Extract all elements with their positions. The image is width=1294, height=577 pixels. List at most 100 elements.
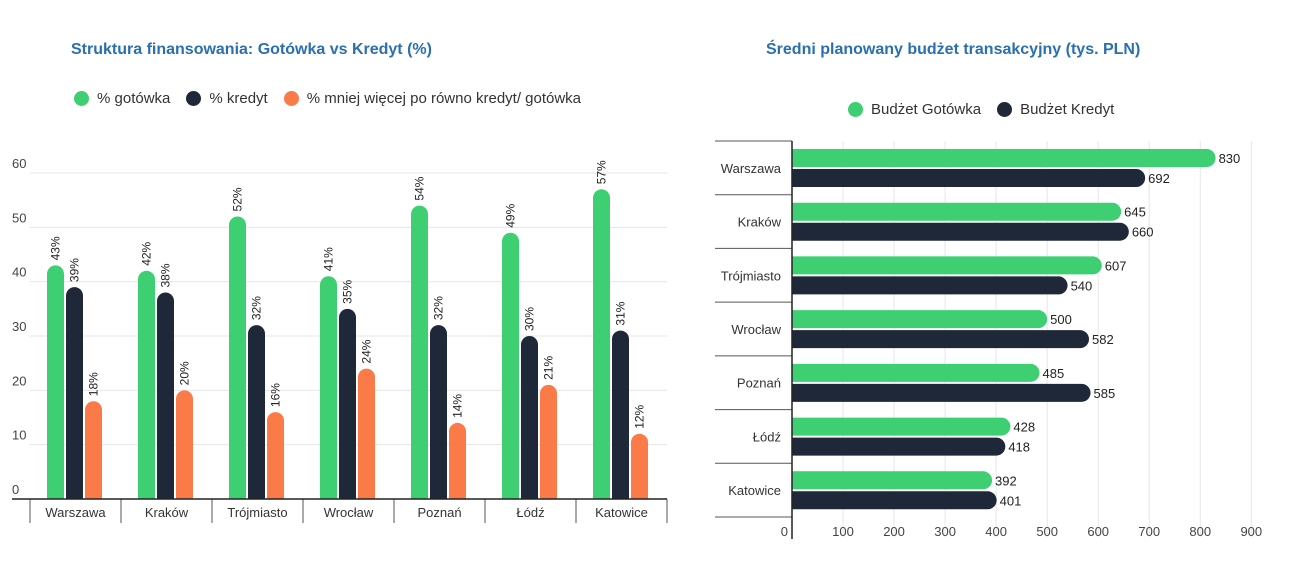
bar-lodz-budzet-gotowka — [792, 417, 1011, 436]
y-tick-label: 60 — [12, 156, 26, 171]
y-category-label: Trójmiasto — [721, 268, 781, 283]
bar-data-label: 12% — [633, 404, 647, 428]
bar-trojmiasto-kredyt — [248, 325, 265, 499]
bar-poznan-mniej-wiecej-po-rowno-kredyt-gotowka — [449, 422, 466, 499]
x-category-label: Kraków — [145, 505, 189, 520]
bar-wroclaw-kredyt — [339, 308, 356, 499]
y-category-label: Łódź — [753, 429, 781, 444]
x-category-label: Trójmiasto — [227, 505, 287, 520]
x-tick-label: 200 — [883, 524, 905, 539]
bar-wroclaw-gotowka — [320, 276, 337, 499]
bar-data-label: 54% — [413, 176, 427, 200]
y-tick-label: 20 — [12, 373, 26, 388]
bar-poznan-gotowka — [411, 205, 428, 499]
bar-data-label: 607 — [1105, 258, 1127, 273]
legend-item-mixed[interactable]: % mniej więcej po równo kredyt/ gotówka — [283, 90, 581, 107]
bar-data-label: 500 — [1050, 312, 1072, 327]
legend-dot-cash-icon — [74, 91, 89, 106]
bar-data-label: 660 — [1132, 225, 1154, 240]
bar-data-label: 41% — [322, 247, 336, 271]
legend-item-budget-credit[interactable]: Budżet Kredyt — [997, 101, 1114, 118]
y-category-label: Poznań — [737, 376, 781, 391]
bar-katowice-kredyt — [612, 330, 629, 499]
right-chart-title: Średni planowany budżet transakcyjny (ty… — [766, 41, 1141, 58]
bar-trojmiasto-budzet-gotowka — [792, 256, 1102, 275]
bar-data-label: 830 — [1219, 151, 1241, 166]
bar-lodz-gotowka — [502, 232, 519, 499]
bar-data-label: 14% — [451, 394, 465, 418]
x-tick-label: 900 — [1240, 524, 1262, 539]
bar-poznan-budzet-gotowka — [792, 363, 1040, 382]
y-category-label: Wrocław — [731, 322, 781, 337]
bar-data-label: 20% — [178, 361, 192, 385]
x-tick-label: 700 — [1138, 524, 1160, 539]
y-tick-label: 30 — [12, 319, 26, 334]
bar-trojmiasto-gotowka — [229, 216, 246, 499]
legend-label-cash: % gotówka — [97, 90, 171, 107]
bar-data-label: 392 — [995, 473, 1017, 488]
legend-label-credit: % kredyt — [209, 90, 268, 107]
bar-data-label: 401 — [1000, 493, 1022, 508]
x-tick-label: 0 — [781, 524, 788, 539]
x-category-label: Warszawa — [45, 505, 106, 520]
bar-data-label: 52% — [231, 187, 245, 211]
bar-warszawa-gotowka — [47, 265, 64, 499]
bar-warszawa-budzet-gotowka — [792, 149, 1216, 167]
right-chart-legend: Budżet Gotówka Budżet Kredyt — [848, 101, 1130, 118]
y-tick-label: 10 — [12, 428, 26, 443]
bar-data-label: 692 — [1148, 171, 1170, 186]
bar-data-label: 30% — [523, 307, 537, 331]
x-tick-label: 800 — [1189, 524, 1211, 539]
left-chart-title: Struktura finansowania: Gotówka vs Kredy… — [71, 41, 432, 58]
bar-data-label: 31% — [614, 301, 628, 325]
legend-item-budget-cash[interactable]: Budżet Gotówka — [848, 101, 981, 118]
bar-data-label: 645 — [1124, 205, 1146, 220]
y-tick-label: 40 — [12, 265, 26, 280]
bar-katowice-mniej-wiecej-po-rowno-kredyt-gotowka — [631, 433, 648, 499]
bar-data-label: 18% — [87, 372, 101, 396]
legend-dot-mixed-icon — [283, 91, 299, 106]
bar-data-label: 39% — [68, 258, 82, 282]
legend-item-cash[interactable]: % gotówka — [74, 90, 170, 107]
x-category-label: Poznań — [417, 505, 461, 520]
y-category-label: Katowice — [728, 483, 781, 498]
bar-data-label: 21% — [542, 356, 556, 380]
x-tick-label: 300 — [934, 524, 956, 539]
bar-data-label: 49% — [504, 203, 518, 227]
bar-warszawa-budzet-kredyt — [792, 169, 1146, 187]
x-category-label: Łódź — [516, 505, 544, 520]
x-tick-label: 600 — [1087, 524, 1109, 539]
bar-trojmiasto-budzet-kredyt — [792, 276, 1068, 295]
x-tick-label: 100 — [832, 524, 854, 539]
y-category-label: Warszawa — [721, 161, 782, 176]
bar-wroclaw-mniej-wiecej-po-rowno-kredyt-gotowka — [358, 368, 375, 499]
bar-data-label: 24% — [360, 339, 374, 363]
bar-data-label: 418 — [1008, 440, 1030, 455]
bar-data-label: 485 — [1043, 366, 1065, 381]
bar-krakow-kredyt — [157, 292, 174, 499]
bar-data-label: 35% — [341, 279, 355, 303]
y-tick-label: 50 — [12, 210, 26, 225]
bar-data-label: 585 — [1094, 386, 1116, 401]
bar-data-label: 32% — [432, 296, 446, 320]
bar-warszawa-kredyt — [66, 287, 83, 499]
bar-lodz-kredyt — [521, 336, 538, 499]
bar-data-label: 582 — [1092, 332, 1114, 347]
bar-data-label: 540 — [1071, 278, 1093, 293]
legend-label-budget-credit: Budżet Kredyt — [1020, 101, 1115, 118]
y-category-label: Kraków — [738, 215, 782, 230]
x-tick-label: 400 — [985, 524, 1007, 539]
y-tick-label: 0 — [12, 482, 19, 497]
bar-wroclaw-budzet-kredyt — [792, 330, 1090, 349]
left-chart-legend: % gotówka % kredyt % mniej więcej po rów… — [74, 90, 597, 107]
x-category-label: Katowice — [595, 505, 648, 520]
bar-data-label: 42% — [140, 241, 154, 265]
legend-item-credit[interactable]: % kredyt — [186, 90, 268, 107]
left-chart-plot: 0 10 20 30 40 50 60 43% 39% 18% Warszawa 42% 38% 20% K… — [12, 156, 668, 523]
bar-data-label: 38% — [159, 263, 173, 287]
legend-dot-budget-credit-icon — [997, 102, 1013, 117]
bar-krakow-budzet-kredyt — [792, 222, 1129, 241]
bar-krakow-mniej-wiecej-po-rowno-kredyt-gotowka — [176, 390, 193, 499]
bar-poznan-budzet-kredyt — [792, 383, 1091, 402]
bar-lodz-budzet-kredyt — [792, 437, 1006, 456]
